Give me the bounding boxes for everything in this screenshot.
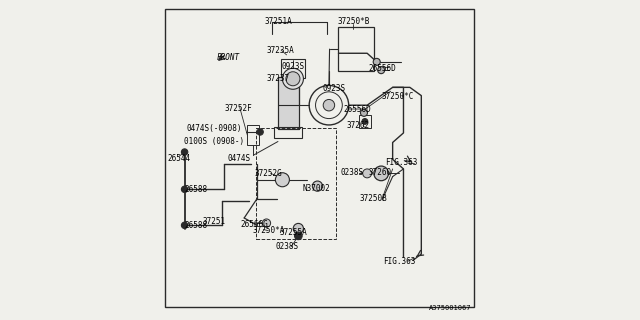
Circle shape: [312, 181, 323, 191]
Text: 26588: 26588: [185, 221, 208, 230]
Circle shape: [286, 72, 300, 86]
Text: 37250B: 37250B: [360, 194, 387, 204]
Text: 0923S: 0923S: [323, 84, 346, 93]
Text: 37251: 37251: [203, 217, 226, 226]
Text: 26566G: 26566G: [241, 220, 269, 229]
Text: 26556D: 26556D: [344, 105, 371, 114]
Circle shape: [378, 67, 385, 74]
Text: FIG.363: FIG.363: [383, 257, 415, 266]
Circle shape: [373, 58, 380, 65]
Text: 26556D: 26556D: [368, 64, 396, 73]
Text: 0100S (0908-): 0100S (0908-): [184, 137, 244, 146]
Bar: [281, 59, 305, 78]
Text: 0238S: 0238S: [276, 242, 299, 251]
Text: 0474S(-0908): 0474S(-0908): [186, 124, 242, 133]
Text: FRONT: FRONT: [217, 53, 240, 62]
Circle shape: [293, 223, 303, 234]
Text: 37252F: 37252F: [225, 104, 253, 113]
Text: N37002: N37002: [302, 184, 330, 193]
Text: 26588: 26588: [185, 185, 208, 194]
Text: 37251A: 37251A: [264, 17, 292, 26]
Circle shape: [262, 219, 271, 227]
Bar: [339, 28, 374, 71]
Bar: [359, 116, 371, 127]
Text: 37235A: 37235A: [266, 45, 294, 55]
Text: 37250*C: 37250*C: [382, 92, 414, 101]
Bar: [274, 127, 303, 138]
Bar: [247, 125, 259, 145]
Circle shape: [275, 173, 289, 187]
Text: 37252G: 37252G: [255, 169, 282, 178]
Circle shape: [181, 222, 188, 228]
Text: 0923S: 0923S: [282, 61, 305, 70]
Text: 37250*B: 37250*B: [337, 17, 370, 26]
Bar: [255, 128, 336, 239]
Circle shape: [181, 149, 188, 155]
Circle shape: [323, 100, 335, 111]
Text: 26544: 26544: [168, 154, 191, 163]
Text: FIG.363: FIG.363: [385, 158, 417, 167]
Text: 37260: 37260: [369, 168, 392, 177]
Circle shape: [362, 119, 368, 124]
Text: 37262: 37262: [346, 121, 369, 130]
Circle shape: [294, 232, 302, 240]
Text: 0238S: 0238S: [341, 168, 364, 177]
Circle shape: [257, 129, 263, 135]
Circle shape: [360, 109, 367, 116]
Circle shape: [363, 169, 372, 178]
Text: 0474S: 0474S: [227, 154, 250, 163]
Text: 37255A: 37255A: [279, 228, 307, 237]
Circle shape: [282, 68, 303, 89]
Bar: [278, 77, 299, 129]
Text: 37237: 37237: [266, 74, 289, 83]
Circle shape: [181, 186, 188, 193]
Text: 37250*A: 37250*A: [253, 226, 285, 235]
Text: A375001067: A375001067: [429, 305, 471, 311]
Bar: [278, 77, 299, 129]
Circle shape: [374, 166, 388, 181]
